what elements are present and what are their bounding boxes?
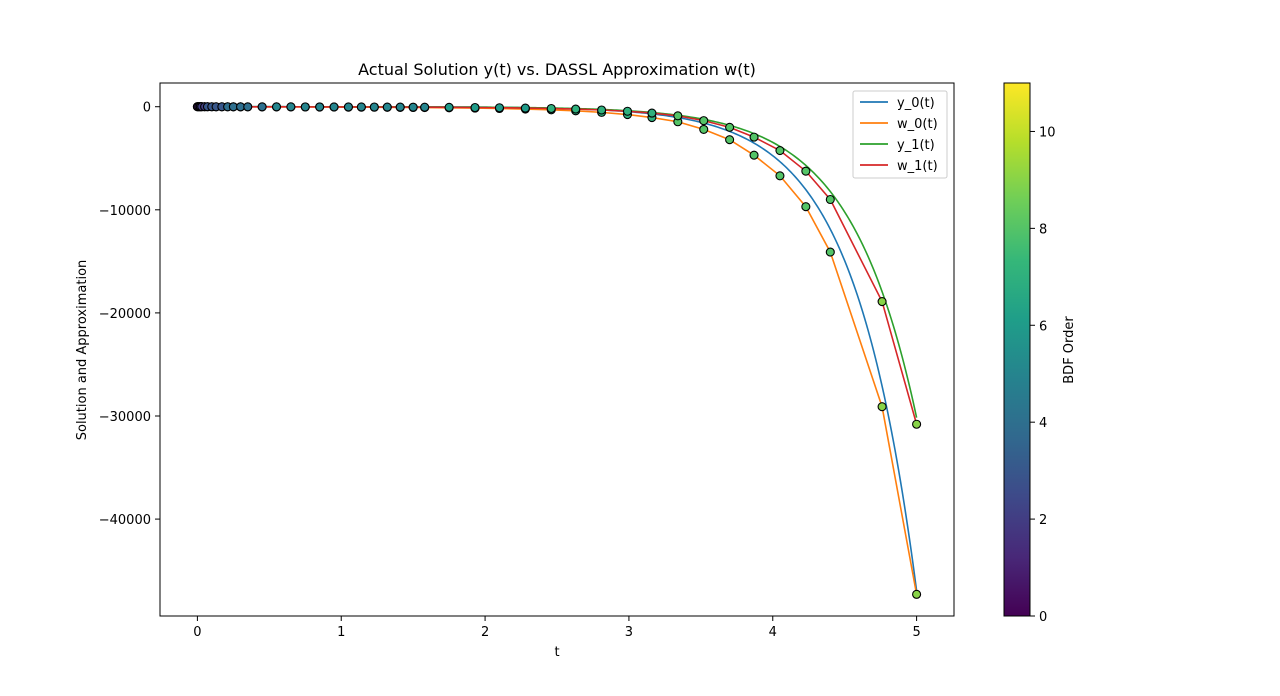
step-marker-w1 — [699, 116, 709, 126]
legend-label: w_1(t) — [897, 159, 938, 174]
step-marker-w1 — [801, 166, 811, 176]
y-tick-label: −10000 — [99, 204, 151, 219]
step-marker-w1 — [470, 102, 480, 113]
colorbar: 0 2 4 6 8 10 BDF Order — [1003, 82, 1077, 625]
colorbar-tick-label: 8 — [1039, 222, 1047, 237]
x-axis-label: t — [554, 645, 559, 660]
step-marker-w1 — [877, 297, 887, 307]
step-marker-w1 — [825, 194, 835, 205]
step-marker-w1 — [343, 102, 353, 112]
colorbar-tick-label: 6 — [1039, 319, 1047, 334]
x-tick-label: 2 — [481, 625, 489, 640]
step-marker-w1 — [408, 102, 418, 112]
step-marker-w1 — [286, 102, 296, 112]
step-marker-w1 — [444, 102, 454, 112]
x-tick-label: 3 — [625, 625, 633, 640]
colorbar-tick-label: 2 — [1039, 513, 1047, 528]
step-marker-w1 — [725, 122, 735, 132]
step-marker-w1 — [369, 102, 379, 112]
step-marker-w1 — [395, 102, 405, 112]
y-tick-label: −30000 — [99, 410, 151, 425]
step-marker-w1 — [243, 102, 253, 112]
step-marker-w1 — [775, 145, 785, 156]
x-tick-label: 0 — [193, 625, 201, 640]
x-tick-label: 1 — [337, 625, 345, 640]
step-marker-w1 — [647, 108, 657, 118]
y-tick-label: 0 — [143, 101, 151, 116]
step-marker-w0 — [725, 135, 735, 145]
series-line-y_1(t) — [197, 105, 918, 418]
x-tick-label: 4 — [769, 625, 777, 640]
step-marker-w0 — [749, 150, 759, 160]
step-marker-w1 — [749, 132, 759, 142]
step-marker-w1 — [494, 103, 505, 113]
series-line-w_1(t) — [197, 105, 918, 425]
step-marker-w1 — [257, 102, 267, 112]
plot-area: 0 1 2 3 4 5 0 −10000 −20000 −30000 −40000 — [99, 82, 955, 640]
series-line-w_0(t) — [197, 105, 918, 595]
step-marker-w0 — [912, 589, 922, 599]
legend-label: y_0(t) — [897, 96, 935, 111]
y-axis-label: Solution and Approximation — [75, 260, 90, 441]
step-marker-w1 — [546, 103, 556, 114]
step-marker-w1 — [571, 104, 581, 114]
y-tick-label: −20000 — [99, 307, 151, 322]
step-marker-w1 — [315, 102, 325, 112]
step-marker-w1 — [597, 105, 607, 115]
y-tick-label: −40000 — [99, 513, 151, 528]
step-marker-w1 — [622, 106, 633, 116]
colorbar-tick-label: 0 — [1039, 610, 1047, 625]
step-marker-w1 — [356, 102, 366, 112]
step-marker-w1 — [300, 102, 310, 112]
step-marker-w1 — [382, 102, 392, 112]
legend-label: y_1(t) — [897, 138, 935, 153]
step-marker-w0 — [775, 171, 785, 181]
step-marker-w1 — [420, 102, 430, 112]
step-marker-w0 — [699, 124, 709, 134]
colorbar-tick-label: 10 — [1039, 125, 1056, 140]
series-line-y_0(t) — [197, 105, 918, 591]
step-marker-w1 — [912, 419, 922, 429]
step-marker-w1 — [329, 102, 339, 112]
step-marker-w0 — [877, 402, 887, 412]
legend-label: w_0(t) — [897, 117, 938, 132]
step-marker-w1 — [673, 111, 683, 121]
x-tick-label: 5 — [912, 625, 920, 640]
step-marker-w0 — [825, 247, 835, 257]
colorbar-gradient — [1003, 82, 1031, 617]
plot-frame — [159, 82, 955, 617]
colorbar-tick-label: 4 — [1039, 416, 1047, 431]
chart-title: Actual Solution y(t) vs. DASSL Approxima… — [358, 60, 756, 79]
step-marker-w0 — [801, 202, 811, 212]
step-marker-w1 — [520, 103, 530, 113]
colorbar-label: BDF Order — [1062, 316, 1077, 384]
legend: y_0(t) w_0(t) y_1(t) w_1(t) — [852, 90, 948, 179]
legend-box — [852, 90, 948, 179]
step-marker-w1 — [271, 102, 282, 112]
